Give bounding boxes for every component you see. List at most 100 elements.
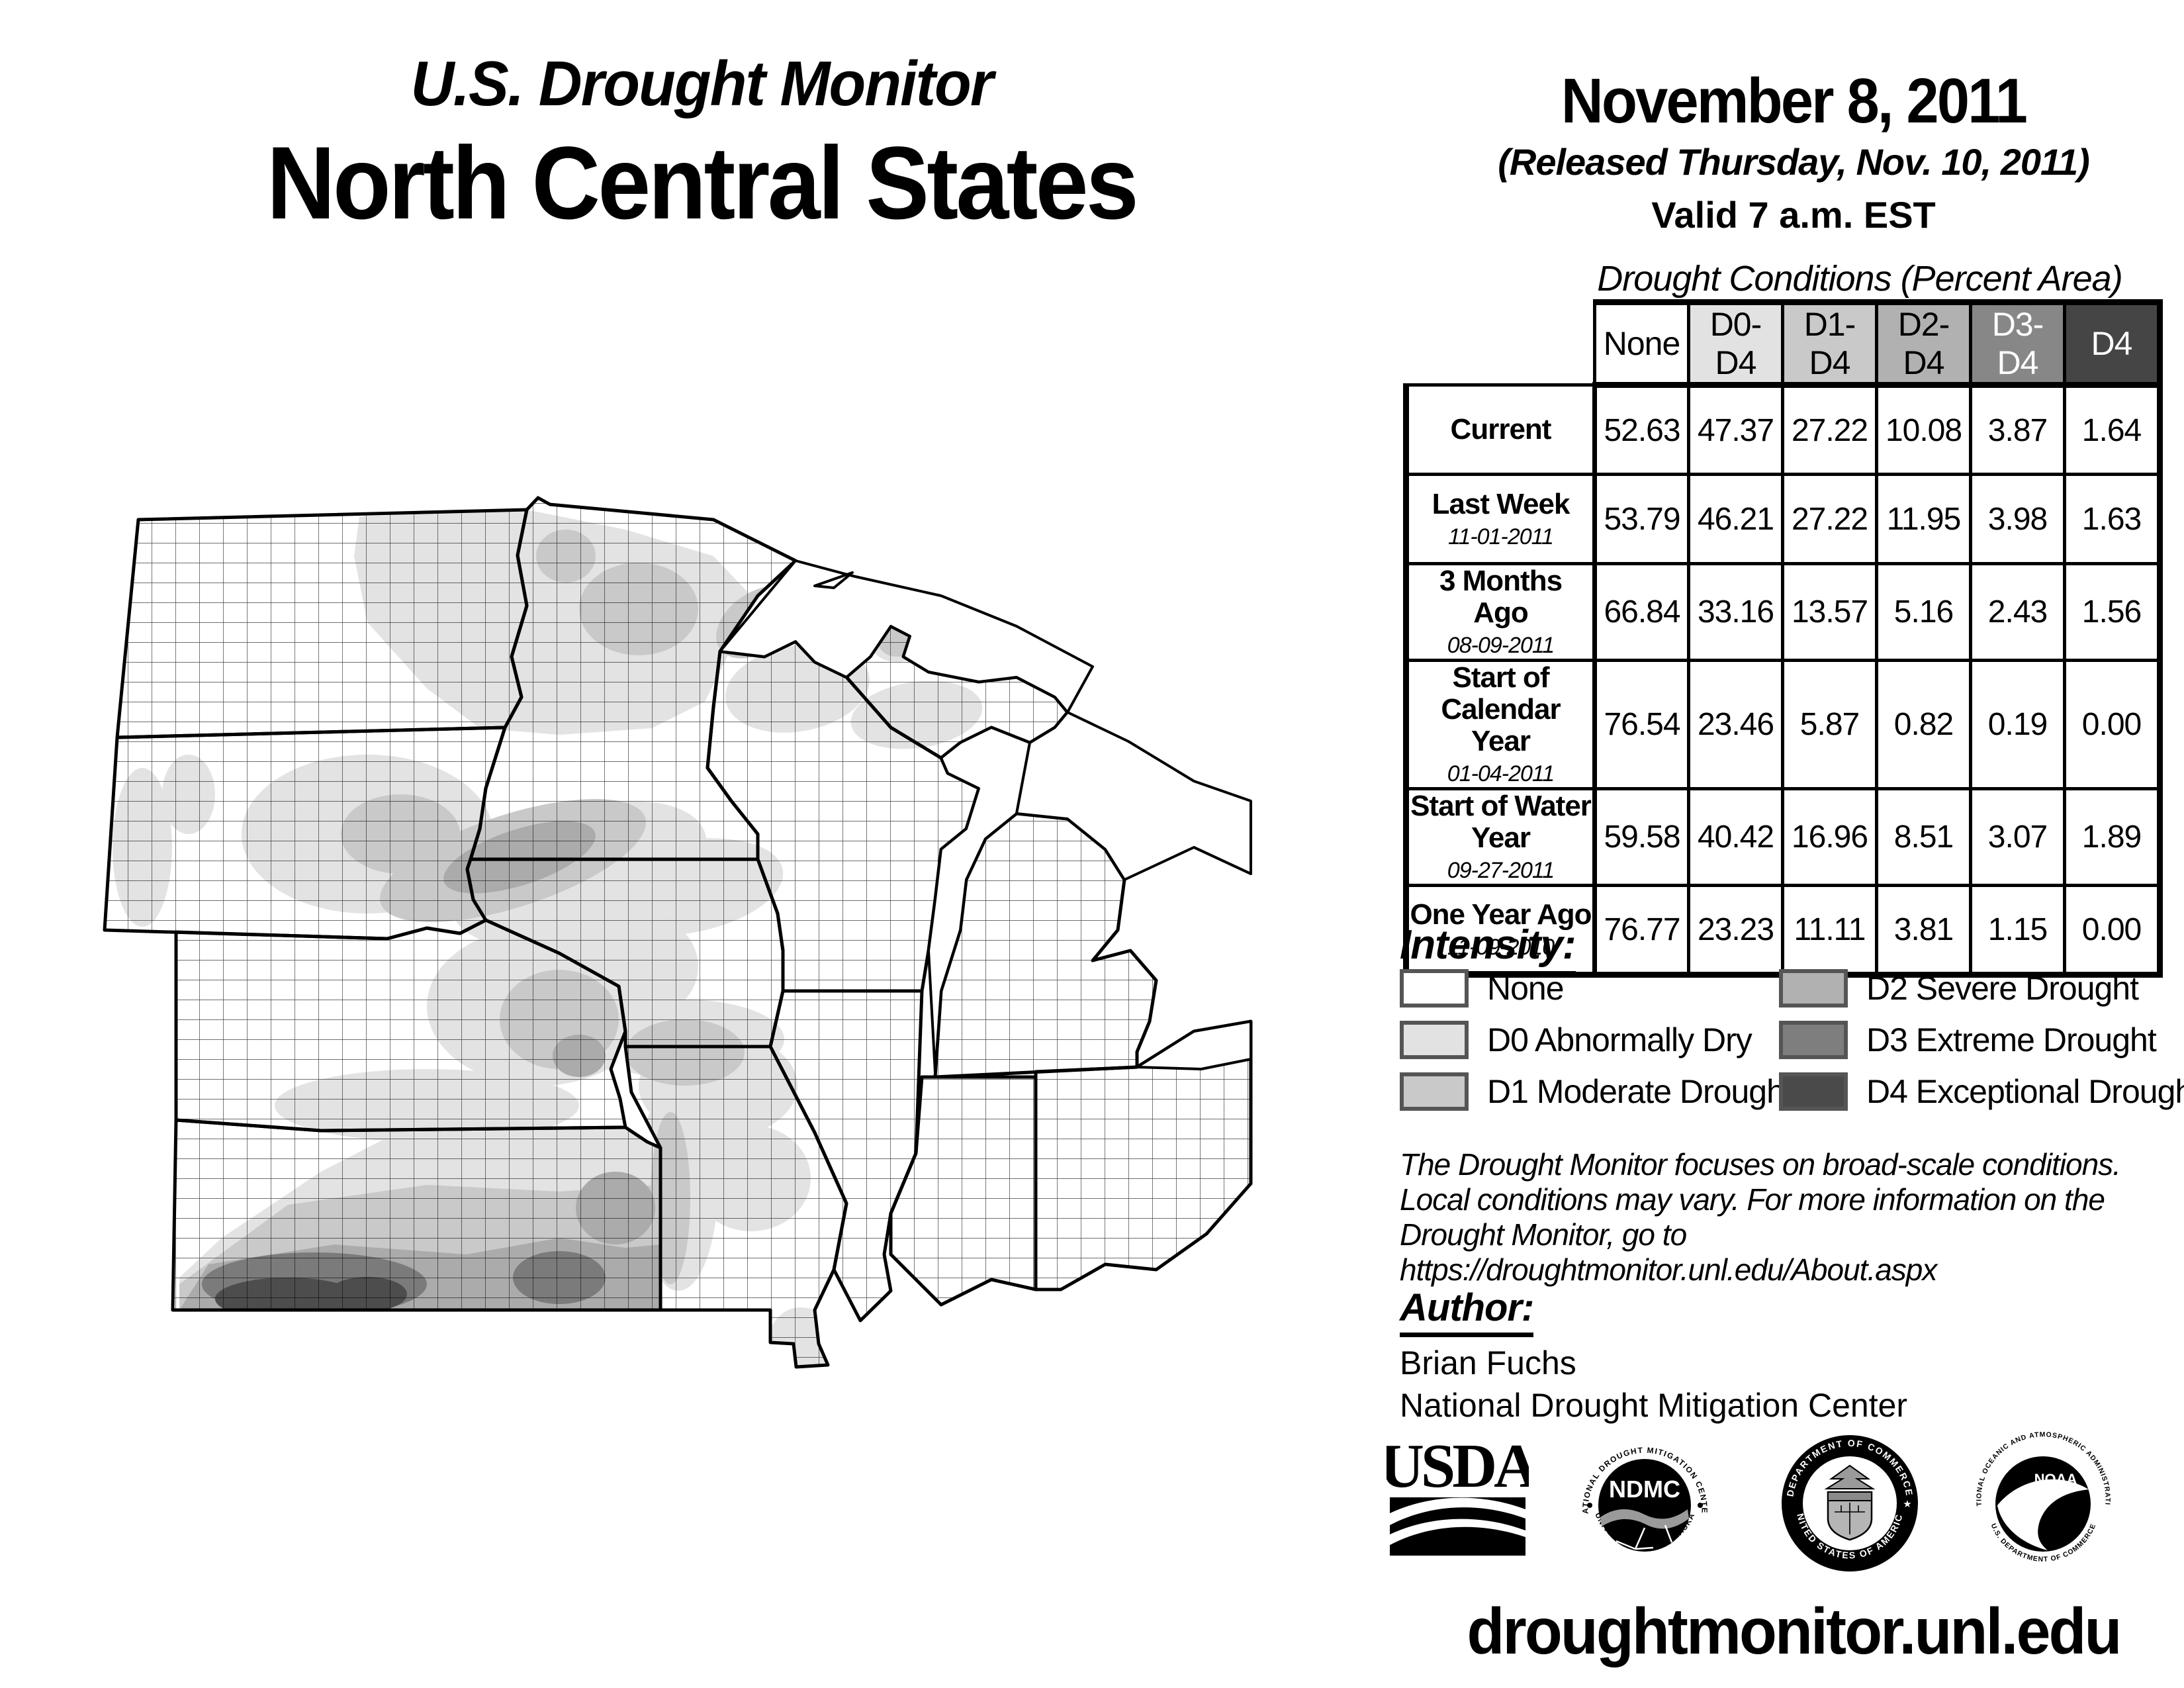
page-title: North Central States: [266, 126, 1139, 241]
usda-logo-swoosh-1: [1390, 1497, 1525, 1525]
value-cell: 5.16: [1875, 562, 1972, 662]
table-row: Current 52.63 47.37 27.22 10.08 3.87 1.64: [1403, 383, 2163, 476]
ndmc-logo-cracks: [1615, 1524, 1673, 1550]
disclaimer-text: The Drought Monitor focuses on broad-sca…: [1400, 1147, 2184, 1288]
ndmc-logo-left-dot: [1587, 1503, 1592, 1508]
value-cell: 10.08: [1875, 383, 1972, 476]
column-header-d1-d4: D1-D4: [1781, 299, 1878, 388]
value-cell: 33.16: [1687, 562, 1784, 662]
legend-label: None: [1487, 970, 1565, 1007]
lake-erie: [1136, 1020, 1252, 1070]
disclaimer-line: The Drought Monitor focuses on broad-sca…: [1400, 1147, 2121, 1182]
legend-label: D1 Moderate Drought: [1487, 1073, 1794, 1110]
column-header-d3-d4: D3-D4: [1969, 299, 2066, 388]
value-cell: 27.22: [1781, 473, 1878, 565]
noaa-logo-center-text: NOAA: [2034, 1471, 2077, 1487]
column-header-none: None: [1593, 299, 1690, 388]
table-corner-cell: [1406, 303, 1595, 385]
value-cell: 16.96: [1781, 787, 1878, 887]
noaa-logo-bird: [1997, 1479, 2089, 1550]
value-cell: 59.58: [1593, 787, 1690, 887]
lake-superior: [719, 559, 1094, 714]
value-cell: 2.43: [1969, 562, 2066, 662]
legend-item: D1 Moderate Drought: [1400, 1071, 1794, 1112]
value-cell: 1.15: [1969, 884, 2066, 978]
drought-map: [56, 424, 1320, 1436]
value-cell: 5.87: [1781, 659, 1878, 790]
table-row: 3 Months Ago 08-09-2011 66.84 33.16 13.57 5.1…: [1403, 562, 2163, 662]
ndmc-logo-disc: [1598, 1459, 1691, 1552]
legend-item: D0 Abnormally Dry: [1400, 1019, 1752, 1060]
value-cell: 27.22: [1781, 383, 1878, 476]
legend-item: D3 Extreme Drought: [1779, 1019, 2157, 1060]
row-label: Start of Water Year 09-27-2011: [1403, 787, 1597, 887]
row-label: Start of Calendar Year 01-04-2011: [1403, 659, 1597, 790]
table-row: Start of Water Year 09-27-2011 59.58 40.42 1…: [1403, 787, 2163, 887]
ndmc-logo-center-text: NDMC: [1609, 1476, 1680, 1503]
usda-logo-text: USDA: [1387, 1432, 1529, 1501]
value-cell: 23.23: [1687, 884, 1784, 978]
value-cell: 1.64: [2063, 383, 2163, 476]
value-cell: 3.87: [1969, 383, 2066, 476]
table-row: Last Week 11-01-2011 53.79 46.21 27.22 11.95 3…: [1403, 473, 2163, 565]
value-cell: 40.42: [1687, 787, 1784, 887]
legend-label: D3 Extreme Drought: [1866, 1021, 2157, 1058]
valid-time: Valid 7 a.m. EST: [1651, 194, 1936, 236]
author-name: Brian Fuchs: [1400, 1344, 1576, 1382]
footer-url: droughtmonitor.unl.edu: [1467, 1595, 2122, 1667]
value-cell: 0.19: [1969, 659, 2066, 790]
lake-michigan: [927, 726, 1031, 1074]
usda-logo-swoosh-2: [1390, 1519, 1525, 1545]
column-header-d2-d4: D2-D4: [1875, 299, 1972, 388]
value-cell: 1.89: [2063, 787, 2163, 887]
legend-label: D4 Exceptional Drought: [1866, 1073, 2184, 1110]
isle-royale: [813, 571, 854, 589]
value-cell: 3.81: [1875, 884, 1972, 978]
table-caption: Drought Conditions (Percent Area): [1597, 259, 2122, 299]
value-cell: 1.56: [2063, 562, 2163, 662]
value-cell: 46.21: [1687, 473, 1784, 565]
column-header-d0-d4: D0-D4: [1687, 299, 1784, 388]
drought-conditions-table: None D0-D4 D1-D4 D2-D4 D3-D4 D4 Current 52.63 47…: [1403, 299, 2163, 978]
value-cell: 53.79: [1593, 473, 1690, 565]
author-organization: National Drought Mitigation Center: [1400, 1387, 1908, 1424]
county-grid-texture: [105, 498, 1251, 1367]
table-row: One Year Ago 11-09-2010 76.77 23.23 11.11 3.8…: [1403, 884, 2163, 978]
release-date: (Released Thursday, Nov. 10, 2011): [1498, 141, 2090, 183]
ndmc-logo-right-dot: [1698, 1503, 1703, 1508]
report-kicker: U.S. Drought Monitor: [410, 48, 994, 119]
value-cell: 8.51: [1875, 787, 1972, 887]
usda-logo: USDA: [1387, 1432, 1529, 1556]
legend-swatch: [1400, 1072, 1469, 1111]
value-cell: 11.95: [1875, 473, 1972, 565]
legend-swatch: [1779, 1072, 1848, 1111]
legend-swatch: [1400, 1021, 1469, 1059]
row-label: Current: [1403, 383, 1597, 476]
value-cell: 47.37: [1687, 383, 1784, 476]
doc-seal-shield-chief: [1827, 1491, 1872, 1501]
value-cell: 13.57: [1781, 562, 1878, 662]
doc-seal-ship: [1835, 1503, 1865, 1534]
value-cell: 0.00: [2063, 659, 2163, 790]
value-cell: 76.54: [1593, 659, 1690, 790]
table-row: Start of Calendar Year 01-04-2011 76.54 23.…: [1403, 659, 2163, 790]
column-header-d4: D4: [2063, 299, 2163, 388]
value-cell: 0.82: [1875, 659, 1972, 790]
map-date: November 8, 2011: [1561, 66, 2028, 136]
intensity-heading: Intensity:: [1400, 921, 1576, 976]
value-cell: 1.63: [2063, 473, 2163, 565]
ndmc-logo: NATIONAL DROUGHT MITIGATION CENTER UNIVE…: [1574, 1431, 1708, 1552]
lake-huron: [1015, 711, 1252, 881]
legend-swatch: [1779, 969, 1848, 1008]
row-label: Last Week 11-01-2011: [1403, 473, 1597, 565]
legend-label: D2 Severe Drought: [1866, 970, 2139, 1007]
value-cell: 23.46: [1687, 659, 1784, 790]
department-of-commerce-seal: DEPARTMENT OF COMMERCE UNITED STATES OF …: [1778, 1431, 1918, 1571]
legend-swatch: [1400, 969, 1469, 1008]
table-header-row: None D0-D4 D1-D4 D2-D4 D3-D4 D4: [1406, 299, 2163, 388]
value-cell: 76.77: [1593, 884, 1690, 978]
drought-shading-layer: [105, 498, 1251, 1367]
value-cell: 3.98: [1969, 473, 2066, 565]
doc-seal-eagle: [1824, 1464, 1876, 1489]
value-cell: 0.00: [2063, 884, 2163, 978]
